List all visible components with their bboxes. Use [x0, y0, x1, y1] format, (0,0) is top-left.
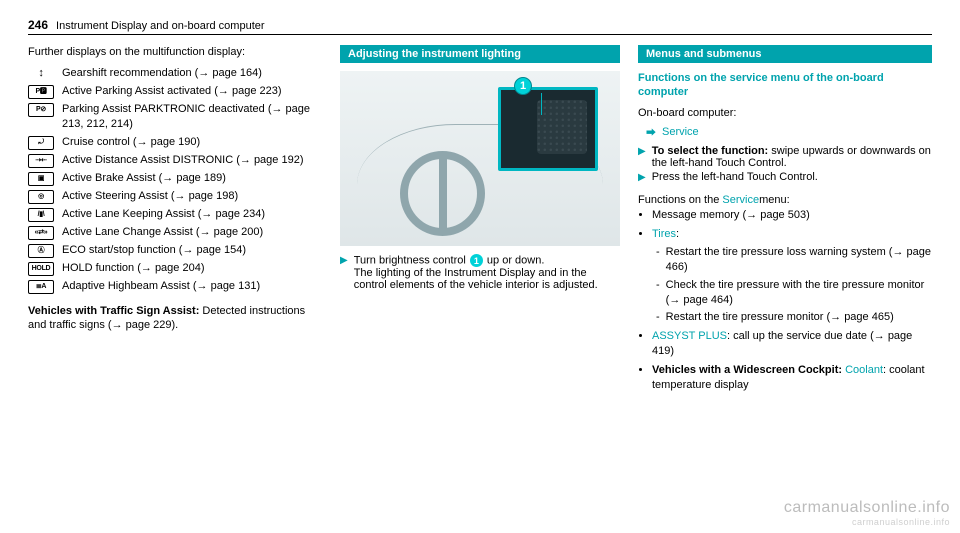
function-item: Tires: -Restart the tire pressure loss w…: [652, 227, 932, 325]
functions-label: Functions on the Servicemenu:: [638, 193, 932, 208]
step-text: Turn brightness control 1 up or down. Th…: [354, 254, 620, 291]
item-text: Active Lane Keeping Assist (page 234): [62, 207, 322, 222]
traffic-sign-note: Vehicles with Traffic Sign Assist: Detec…: [28, 304, 322, 334]
item-text: Adaptive Highbeam Assist (page 131): [62, 279, 322, 294]
list-item: «⇄» Active Lane Change Assist (page 200): [28, 225, 322, 240]
column-left: Further displays on the multifunction di…: [28, 45, 322, 397]
item-text: Cruise control (page 190): [62, 135, 322, 150]
lane-keeping-icon: /▮\: [28, 208, 54, 222]
breadcrumb-item: Service: [662, 126, 699, 138]
sub-item: -Check the tire pressure with the tire p…: [656, 278, 932, 308]
list-item: P⊘ Parking Assist PARKTRONIC deactivated …: [28, 102, 322, 132]
cruise-control-icon: ⤾: [28, 136, 54, 150]
sub-list: -Restart the tire pressure loss warning …: [656, 245, 932, 325]
list-item: ▣ Active Brake Assist (page 189): [28, 171, 322, 186]
manual-page: 246 Instrument Display and on-board comp…: [0, 0, 960, 407]
action-step: ▶ Press the left-hand Touch Control.: [638, 171, 932, 185]
gearshift-icon: ↕: [28, 67, 54, 81]
section-heading-menus: Menus and submenus: [638, 45, 932, 63]
sub-item: -Restart the tire pressure monitor (page…: [656, 310, 932, 325]
item-text: Active Parking Assist activated (page 22…: [62, 84, 322, 99]
parking-assist-icon: P🅿: [28, 85, 54, 99]
highbeam-assist-icon: ≣A: [28, 280, 54, 294]
callout-ref-1: 1: [470, 254, 483, 267]
icon-list: ↕ Gearshift recommendation (page 164) P🅿 A…: [28, 66, 322, 294]
list-item: ↕ Gearshift recommendation (page 164): [28, 66, 322, 81]
list-item: HOLD HOLD function (page 204): [28, 261, 322, 276]
parktronic-off-icon: P⊘: [28, 103, 54, 117]
item-text: Gearshift recommendation (page 164): [62, 66, 322, 81]
page-number: 246: [28, 18, 48, 32]
list-item: Ⓐ ECO start/stop function (page 154): [28, 243, 322, 258]
item-text: ECO start/stop function (page 154): [62, 243, 322, 258]
sub-item: -Restart the tire pressure loss warning …: [656, 245, 932, 275]
hold-icon: HOLD: [28, 262, 54, 276]
distronic-icon: ⇢⇠: [28, 154, 54, 168]
step-marker-icon: ▶: [638, 145, 646, 169]
steering-assist-icon: ◎: [28, 190, 54, 204]
page-title: Instrument Display and on-board computer: [56, 20, 265, 32]
list-item: ⇢⇠ Active Distance Assist DISTRONIC (page…: [28, 153, 322, 168]
list-item: ⤾ Cruise control (page 190): [28, 135, 322, 150]
item-text: Active Lane Change Assist (page 200): [62, 225, 322, 240]
item-text: HOLD function (page 204): [62, 261, 322, 276]
callout-1: 1: [514, 77, 532, 95]
page-header: 246 Instrument Display and on-board comp…: [28, 18, 932, 35]
instruction-step: ▶ Turn brightness control 1 up or down. …: [340, 254, 620, 291]
intro-text: Further displays on the multifunction di…: [28, 45, 322, 60]
step-marker-icon: ▶: [638, 171, 646, 185]
list-item: ◎ Active Steering Assist (page 198): [28, 189, 322, 204]
column-right: Menus and submenus Functions on the serv…: [638, 45, 932, 397]
step-marker-icon: ▶: [340, 254, 348, 291]
eco-startstop-icon: Ⓐ: [28, 244, 54, 258]
brake-assist-icon: ▣: [28, 172, 54, 186]
watermark: carmanualsonline.info carmanualsonline.i…: [784, 499, 950, 527]
function-item: ASSYST PLUS: call up the service due dat…: [652, 329, 932, 359]
column-middle: Adjusting the instrument lighting 1 ▶ Tu…: [340, 45, 620, 397]
breadcrumb-arrow-icon: ⮕: [646, 124, 656, 139]
lane-change-icon: «⇄»: [28, 226, 54, 240]
columns: Further displays on the multifunction di…: [28, 45, 932, 397]
list-item: ≣A Adaptive Highbeam Assist (page 131): [28, 279, 322, 294]
list-item: P🅿 Active Parking Assist activated (page …: [28, 84, 322, 99]
action-list: ▶ To select the function: swipe upwards …: [638, 145, 932, 185]
item-text: Parking Assist PARKTRONIC deactivated (p…: [62, 102, 322, 132]
function-item: Message memory (page 503): [652, 208, 932, 223]
function-list: Message memory (page 503) Tires: -Restar…: [638, 208, 932, 392]
function-item: Vehicles with a Widescreen Cockpit: Cool…: [652, 363, 932, 393]
action-step: ▶ To select the function: swipe upwards …: [638, 145, 932, 169]
list-item: /▮\ Active Lane Keeping Assist (page 234): [28, 207, 322, 222]
item-text: Active Brake Assist (page 189): [62, 171, 322, 186]
item-text: Active Distance Assist DISTRONIC (page 1…: [62, 153, 322, 168]
breadcrumb: ⮕ Service: [646, 124, 932, 139]
item-text: Active Steering Assist (page 198): [62, 189, 322, 204]
dashboard-diagram: 1: [340, 71, 620, 246]
obc-label: On-board computer:: [638, 106, 932, 121]
subsection-heading: Functions on the service menu of the on-…: [638, 71, 932, 100]
section-heading-lighting: Adjusting the instrument lighting: [340, 45, 620, 63]
